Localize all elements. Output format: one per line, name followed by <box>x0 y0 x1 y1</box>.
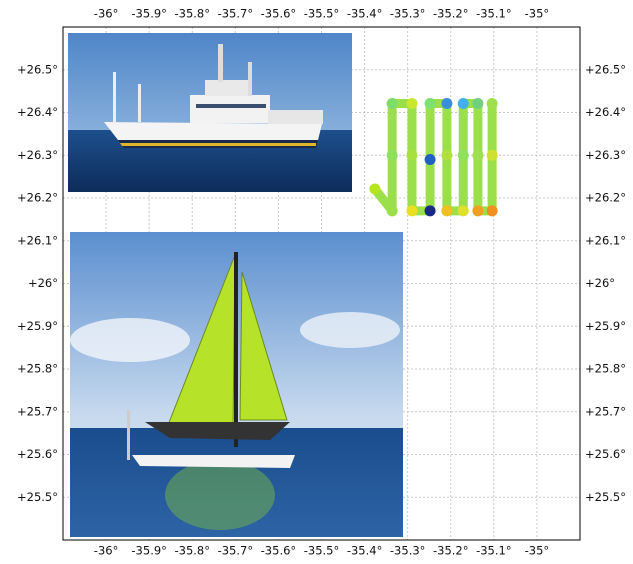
x-tick-label-top: -35° <box>525 7 550 21</box>
track-point <box>406 98 418 110</box>
track-point <box>424 98 436 110</box>
track-point <box>472 98 484 110</box>
y-tick-label-left: +26° <box>28 276 58 290</box>
track-point <box>424 205 436 217</box>
track-line <box>370 99 497 216</box>
y-tick-label-left: +26.2° <box>17 191 58 205</box>
y-tick-label-left: +26.4° <box>17 105 58 119</box>
x-tick-label-bottom: -35.2° <box>433 544 469 558</box>
x-tick-label-top: -35.4° <box>347 7 383 21</box>
x-tick-label-bottom: -35.9° <box>131 544 167 558</box>
x-tick-label-top: -35.2° <box>433 7 469 21</box>
track-point <box>406 205 418 217</box>
track-point <box>441 149 453 161</box>
x-tick-label-bottom: -35.3° <box>390 544 426 558</box>
x-tick-label-top: -35.9° <box>131 7 167 21</box>
y-tick-label-left: +25.7° <box>17 404 58 418</box>
x-tick-label-bottom: -35.6° <box>261 544 297 558</box>
y-tick-label-right: +25.9° <box>585 319 626 333</box>
track-point <box>441 98 453 110</box>
y-tick-label-right: +26° <box>585 276 615 290</box>
y-tick-label-right: +25.7° <box>585 404 626 418</box>
y-tick-label-right: +26.4° <box>585 105 626 119</box>
y-tick-label-left: +26.5° <box>17 62 58 76</box>
x-tick-label-bottom: -36° <box>94 544 119 558</box>
y-tick-label-right: +25.5° <box>585 490 626 504</box>
x-tick-label-top: -35.7° <box>218 7 254 21</box>
track-point <box>457 205 469 217</box>
track-point <box>486 205 498 217</box>
track-point <box>369 183 381 195</box>
track-point <box>486 98 498 110</box>
y-tick-label-right: +26.3° <box>585 148 626 162</box>
track-point <box>486 149 498 161</box>
ship-photo <box>68 33 352 192</box>
track-point <box>386 205 398 217</box>
y-tick-label-left: +26.3° <box>17 148 58 162</box>
track-point <box>406 149 418 161</box>
x-tick-label-bottom: -35° <box>525 544 550 558</box>
track-point <box>386 98 398 110</box>
track-point <box>441 205 453 217</box>
y-tick-label-left: +26.1° <box>17 233 58 247</box>
y-tick-label-right: +26.5° <box>585 62 626 76</box>
sailboat-photo <box>70 232 403 537</box>
x-tick-label-bottom: -35.5° <box>304 544 340 558</box>
y-tick-label-right: +25.8° <box>585 362 626 376</box>
x-tick-label-top: -35.8° <box>174 7 210 21</box>
x-tick-label-bottom: -35.1° <box>476 544 512 558</box>
map-frame <box>62 26 581 541</box>
y-tick-label-left: +25.9° <box>17 319 58 333</box>
x-tick-label-top: -35.5° <box>304 7 340 21</box>
y-tick-label-right: +26.1° <box>585 233 626 247</box>
y-tick-label-left: +25.5° <box>17 490 58 504</box>
x-tick-label-bottom: -35.4° <box>347 544 383 558</box>
x-tick-label-bottom: -35.8° <box>174 544 210 558</box>
track-point <box>472 205 484 217</box>
x-tick-label-top: -35.6° <box>261 7 297 21</box>
track-point <box>457 149 469 161</box>
track-point <box>457 98 469 110</box>
x-tick-label-top: -35.3° <box>390 7 426 21</box>
x-tick-label-top: -35.1° <box>476 7 512 21</box>
track-point <box>472 149 484 161</box>
x-tick-label-bottom: -35.7° <box>218 544 254 558</box>
y-tick-label-left: +25.8° <box>17 362 58 376</box>
y-tick-label-right: +25.6° <box>585 447 626 461</box>
track-point <box>424 154 436 166</box>
y-tick-label-right: +26.2° <box>585 191 626 205</box>
track <box>369 98 498 217</box>
y-tick-label-left: +25.6° <box>17 447 58 461</box>
track-point <box>386 149 398 161</box>
x-tick-label-top: -36° <box>94 7 119 21</box>
